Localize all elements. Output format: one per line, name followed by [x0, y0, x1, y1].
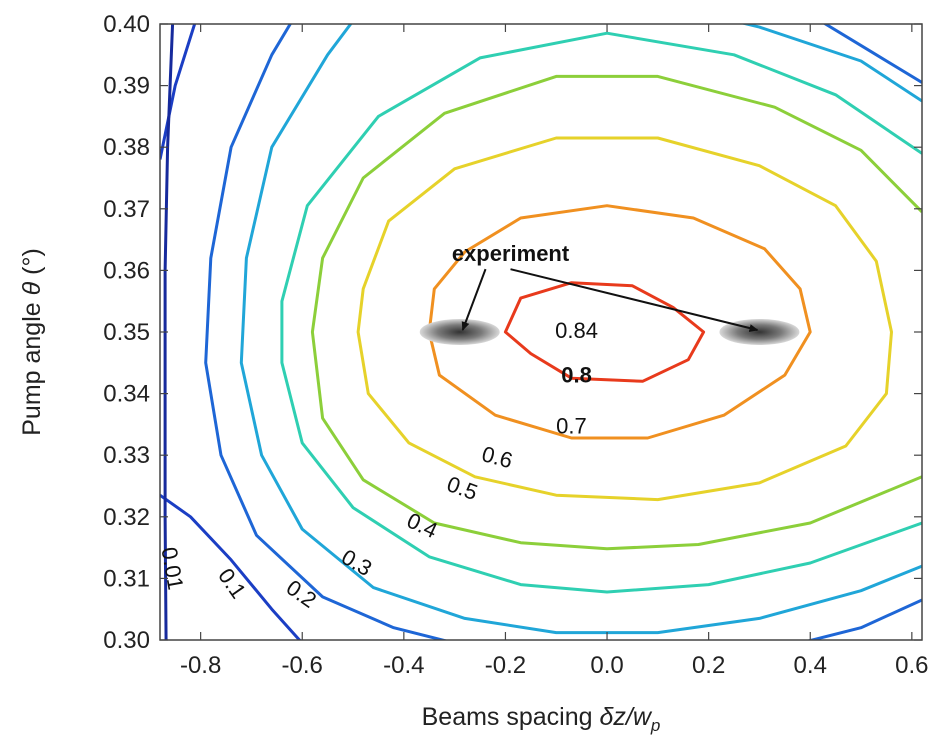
contour-0-5-line [310, 74, 922, 551]
contour-label: 0.4 [403, 508, 441, 544]
plot-frame [159, 23, 923, 641]
x-tick-label: 0.6 [895, 652, 928, 679]
contour-0-2-line [204, 24, 922, 640]
x-tick-label: -0.8 [180, 652, 221, 679]
experiment-spots [419, 319, 800, 345]
contour-label: 0.3 [337, 544, 376, 581]
contour-0-8-line [503, 281, 706, 383]
contour-label: 0.6 [479, 441, 515, 473]
y-tick-label: 0.31 [103, 565, 150, 592]
y-tick-label: 0.38 [103, 134, 150, 161]
x-tick-label: 0.4 [794, 652, 827, 679]
y-tick-label: 0.32 [103, 504, 150, 531]
contour-label: 0.01 [156, 545, 188, 592]
y-tick-label: 0.39 [103, 73, 150, 100]
x-tick-label: -0.2 [485, 652, 526, 679]
contour-0-4-line [280, 31, 922, 594]
contour-0-1-line [160, 493, 302, 640]
x-axis-label: Beams spacing δz/wp [422, 703, 661, 735]
contour-0-6-line [356, 136, 893, 502]
contour-label: 0.7 [556, 414, 587, 439]
x-tick-label: -0.4 [383, 652, 424, 679]
x-tick-label: 0.2 [692, 652, 725, 679]
y-tick-label: 0.30 [103, 627, 150, 654]
annotation-arrow [510, 268, 759, 332]
contour-label: 0.8 [561, 363, 592, 388]
experiment-annotation: experiment [452, 241, 570, 266]
contour-lines [160, 24, 922, 640]
annotation-arrows [461, 268, 759, 332]
y-tick-label: 0.34 [103, 381, 150, 408]
y-tick-label: 0.33 [103, 442, 150, 469]
y-tick-label: 0.36 [103, 257, 150, 284]
x-tick-label: -0.6 [282, 652, 323, 679]
annotation-arrow [461, 268, 487, 331]
y-tick-label: 0.37 [103, 196, 150, 223]
contour-0-3-line [239, 24, 922, 635]
contour-label: 0.1 [213, 564, 251, 603]
y-axis-label: Pump angle θ (°) [18, 248, 46, 436]
contour-label: 0.2 [282, 575, 321, 613]
experiment-spot [419, 319, 500, 345]
x-axis-ticks: -0.8 -0.6 -0.4 -0.2 0.0 0.2 0.4 0.6 [180, 24, 929, 679]
contour-labels: 0.840.80.70.60.50.40.30.20.10.01 [156, 318, 598, 613]
y-axis-ticks: 0.30 0.31 0.32 0.33 0.34 0.35 0.36 0.37 0.38 0.39… [103, 11, 922, 654]
x-tick-label: 0.0 [590, 652, 623, 679]
contour-label: 0.84 [555, 318, 598, 343]
contour-0-1-line [160, 24, 197, 160]
contour-0-7-line [427, 204, 812, 440]
y-tick-label: 0.40 [103, 11, 150, 38]
y-tick-label: 0.35 [103, 319, 150, 346]
